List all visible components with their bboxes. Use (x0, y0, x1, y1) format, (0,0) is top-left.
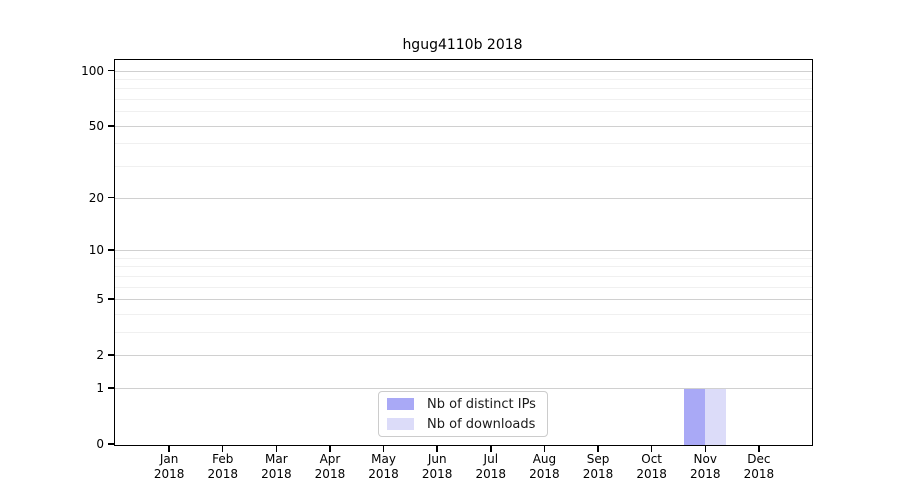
minor-gridline (115, 313, 812, 315)
y-tick-label: 50 (88, 118, 104, 133)
y-tick-mark (108, 125, 114, 127)
major-gridline (115, 299, 812, 300)
y-tick-label: 2 (96, 348, 104, 363)
legend-item: Nb of distinct IPs (387, 396, 547, 413)
minor-gridline (115, 166, 812, 168)
x-tick-mark (597, 445, 599, 452)
x-tick-label: Jun 2018 (421, 452, 453, 481)
x-tick-label: Sep 2018 (582, 452, 614, 481)
x-tick-mark (168, 445, 170, 452)
x-tick-label: May 2018 (368, 452, 399, 481)
y-tick-label: 0 (96, 437, 104, 451)
x-tick-mark (275, 445, 278, 452)
x-tick-mark (221, 445, 224, 452)
bar-nb-of-downloads-nov (704, 388, 726, 445)
minor-gridline (115, 266, 812, 268)
minor-gridline (115, 99, 812, 101)
x-tick-label: Jan 2018 (153, 452, 185, 481)
y-tick-mark (108, 354, 114, 356)
x-tick-mark (543, 445, 546, 452)
y-tick-label: 20 (88, 190, 104, 205)
y-tick-label: 10 (88, 242, 104, 257)
y-tick-mark (108, 196, 114, 199)
x-tick-mark (704, 445, 707, 452)
major-gridline (115, 249, 812, 251)
major-gridline (115, 197, 812, 199)
major-gridline (115, 125, 812, 127)
y-tick-label: 100 (81, 63, 104, 78)
x-tick-mark (329, 445, 331, 452)
legend-label: Nb of distinct IPs (427, 396, 536, 412)
plot-area (114, 59, 813, 446)
x-tick-mark (382, 445, 385, 452)
minor-gridline (115, 111, 812, 113)
x-tick-mark (490, 445, 492, 452)
y-tick-label: 1 (96, 380, 104, 395)
y-tick-mark (108, 69, 114, 72)
legend-label: Nb of downloads (427, 416, 536, 432)
y-tick-mark (108, 443, 114, 445)
x-tick-mark (650, 445, 653, 452)
minor-gridline (115, 78, 812, 80)
x-tick-label: Dec 2018 (743, 452, 775, 481)
minor-gridline (115, 275, 812, 277)
legend-item: Nb of downloads (387, 416, 547, 433)
bar-nb-of-distinct-ips-nov (683, 388, 705, 445)
x-tick-label: Nov 2018 (689, 452, 721, 481)
legend-swatch-nb-of-distinct-ips (387, 398, 414, 410)
y-tick-mark (108, 249, 114, 251)
major-gridline (115, 70, 812, 72)
major-gridline (115, 387, 812, 389)
legend-swatch-nb-of-downloads (387, 418, 414, 430)
major-gridline (115, 355, 812, 357)
x-tick-label: Apr 2018 (314, 452, 346, 481)
minor-gridline (115, 143, 812, 145)
y-tick-mark (108, 298, 114, 300)
x-tick-label: Oct 2018 (636, 452, 667, 481)
minor-gridline (115, 257, 812, 259)
x-tick-label: Feb 2018 (207, 452, 238, 481)
x-tick-label: Aug 2018 (529, 452, 560, 481)
minor-gridline (115, 331, 812, 333)
x-tick-label: Mar 2018 (261, 452, 292, 481)
chart-title: hgug4110b 2018 (402, 37, 523, 53)
y-tick-label: 5 (96, 291, 104, 306)
y-tick-mark (108, 387, 114, 389)
x-tick-mark (758, 445, 760, 452)
x-tick-mark (436, 445, 438, 452)
x-tick-label: Jul 2018 (475, 452, 507, 481)
minor-gridline (115, 88, 812, 90)
legend: Nb of distinct IPs Nb of downloads (378, 391, 548, 437)
minor-gridline (115, 286, 812, 288)
